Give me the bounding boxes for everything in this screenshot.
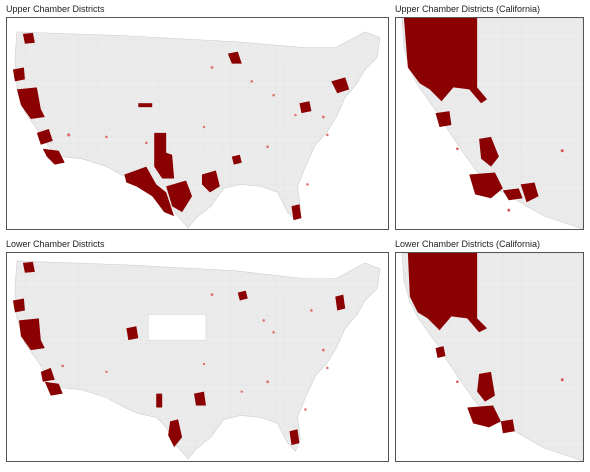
district-texas-east: [194, 391, 206, 406]
lower-us-title: Lower Chamber Districts: [6, 239, 105, 249]
district-georgia: [231, 154, 242, 165]
district-north-ca: [407, 253, 488, 333]
district-norcal: [18, 318, 45, 351]
lower-us-map: [6, 252, 389, 462]
district-norcal: [16, 87, 45, 120]
district-texas-west: [124, 166, 175, 217]
district-nv: [126, 326, 139, 341]
upper-us-map: [6, 17, 389, 230]
district-ca-central: [36, 128, 53, 145]
district-ca-south: [42, 148, 65, 165]
district-ca-south: [44, 381, 63, 396]
highlighted-districts: [12, 261, 346, 448]
district-texas-east: [201, 170, 220, 193]
lower-ca-title: Lower Chamber Districts (California): [395, 239, 541, 249]
district-oregon: [12, 67, 25, 82]
district-san-diego: [502, 188, 523, 201]
district-la: [469, 172, 503, 199]
district-ca-central: [40, 367, 55, 382]
district-texas-central: [166, 180, 193, 213]
district-florida: [291, 204, 302, 221]
district-inland-empire: [520, 182, 539, 203]
district-nm: [154, 132, 175, 179]
district-nd: [237, 290, 248, 301]
district-michigan: [299, 101, 312, 114]
district-washington: [22, 261, 35, 273]
ca-upper-highlighted: [403, 18, 539, 203]
lower-ca-map: [395, 252, 584, 462]
district-bay-area: [435, 346, 446, 358]
district-bay-area: [435, 111, 452, 127]
district-san-diego: [500, 419, 515, 434]
district-central-valley: [479, 136, 499, 167]
upper-us-title: Upper Chamber Districts: [6, 4, 105, 14]
district-north-ca: [403, 18, 488, 104]
district-ny: [335, 294, 346, 311]
district-sd: [138, 103, 153, 108]
district-washington: [22, 32, 35, 44]
upper-ca-title: Upper Chamber Districts (California): [395, 4, 541, 14]
upper-ca-map: [395, 17, 584, 230]
district-la: [467, 405, 501, 428]
district-nm: [156, 393, 163, 408]
ca-lower-highlighted: [407, 253, 515, 434]
district-oregon: [12, 298, 25, 313]
highlighted-districts: [12, 32, 350, 221]
district-texas-west: [168, 419, 183, 448]
district-florida: [289, 429, 300, 446]
district-ny: [331, 77, 350, 94]
district-central-valley: [477, 371, 495, 402]
empty-district-block: [148, 314, 207, 341]
district-nd: [227, 51, 242, 64]
